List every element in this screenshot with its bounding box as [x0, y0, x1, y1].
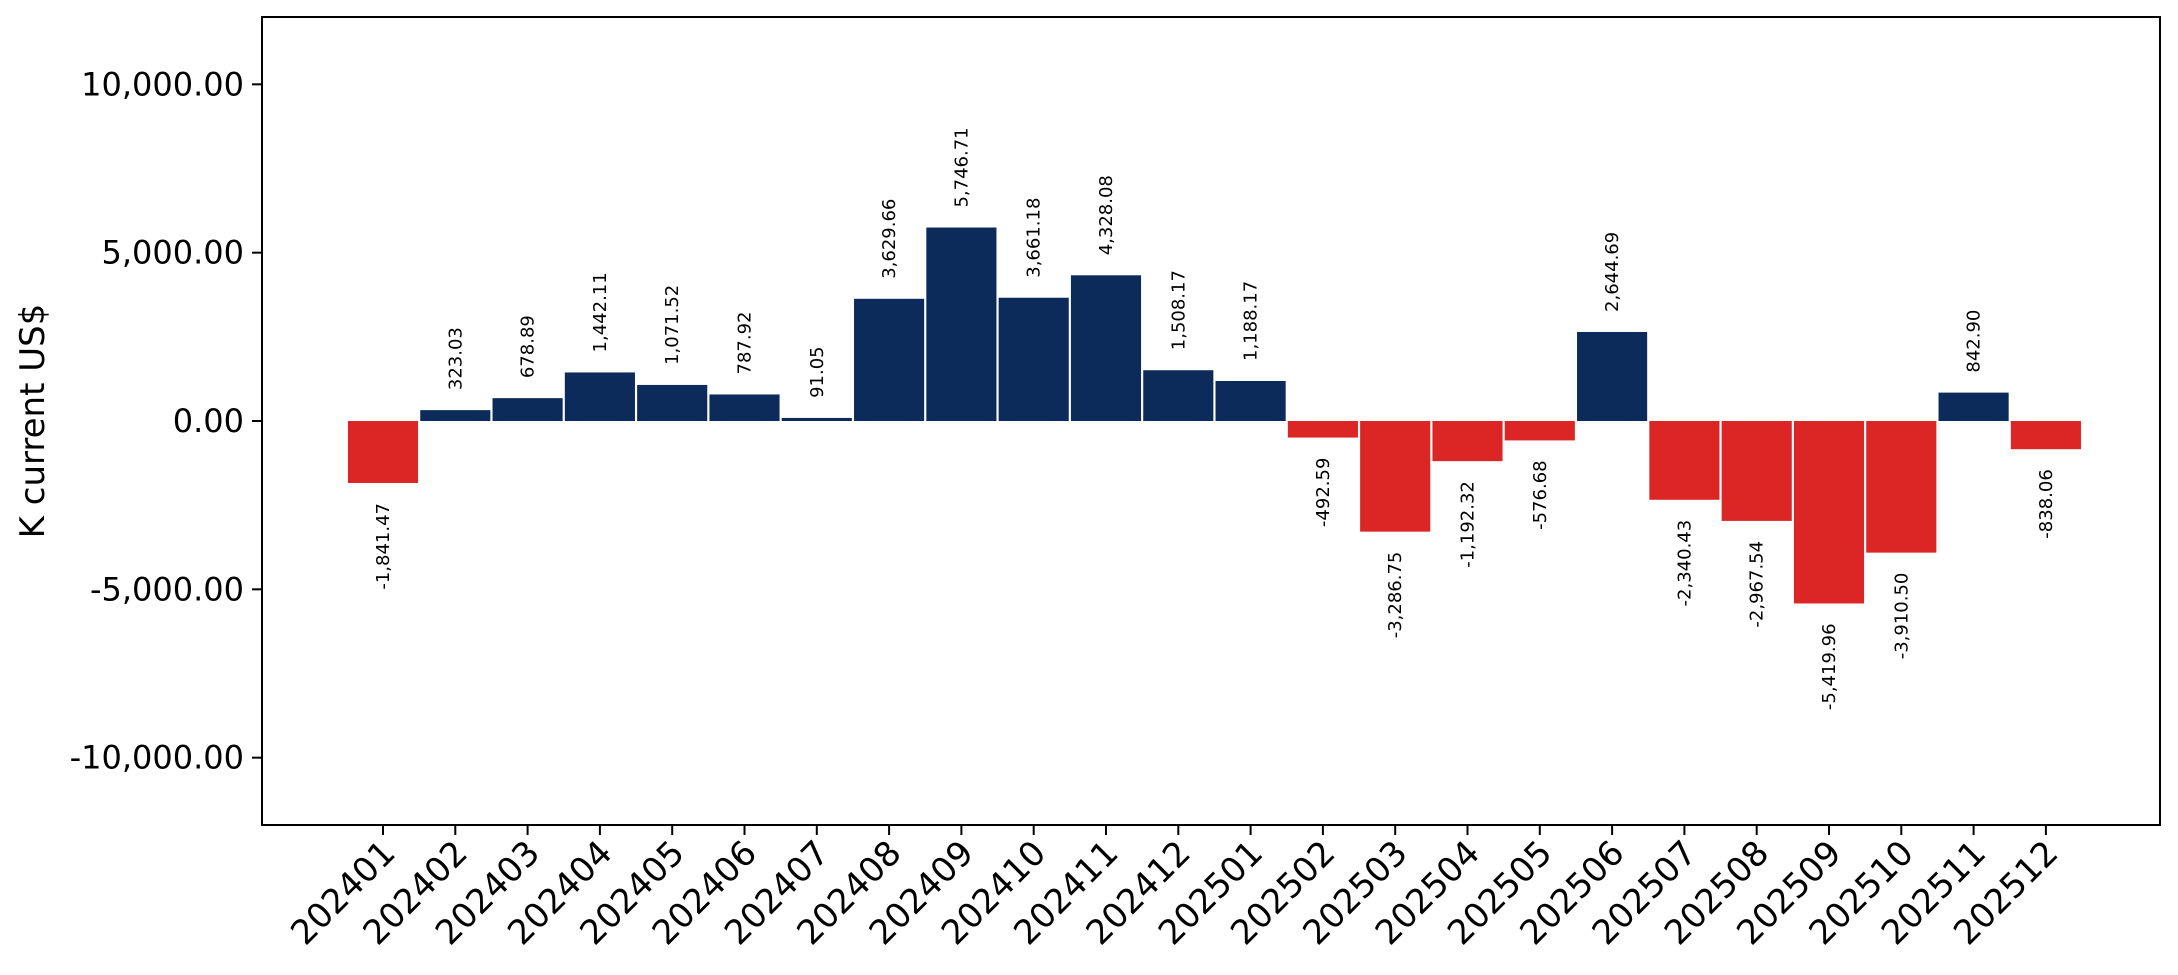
data-label-202511: 842.90 [1964, 310, 1985, 373]
bar-202412 [1143, 370, 1214, 421]
data-label-202411: 4,328.08 [1096, 175, 1117, 255]
data-label-202404: 1,442.11 [590, 272, 611, 352]
x-axis: 2024012024022024032024042024052024062024… [283, 825, 2066, 953]
bar-202407 [781, 417, 852, 421]
y-tick-label-5000: 5,000.00 [102, 234, 245, 272]
data-label-202508: -2,967.54 [1747, 541, 1768, 628]
data-label-202503: -3,286.75 [1385, 552, 1406, 639]
data-label-202405: 1,071.52 [662, 285, 683, 365]
bar-202501 [1215, 381, 1286, 421]
y-tick-label--5000: -5,000.00 [90, 570, 244, 608]
y-axis-label: K current US$ [13, 304, 53, 539]
data-label-202512: -838.06 [2036, 469, 2057, 538]
bar-202503 [1360, 421, 1431, 532]
y-axis: -10,000.00 -5,000.00 0.00 5,000.00 10,000.00 [70, 65, 262, 777]
y-tick-label--10000: -10,000.00 [70, 739, 244, 777]
bar-202403 [492, 398, 563, 421]
data-label-202510: -3,910.50 [1891, 573, 1912, 660]
bar-202406 [709, 394, 780, 421]
bar-202512 [2010, 421, 2081, 450]
data-label-202406: 787.92 [735, 311, 756, 374]
data-label-202507: -2,340.43 [1674, 520, 1695, 607]
bar-202510 [1866, 421, 1937, 553]
bar-202402 [420, 410, 491, 421]
bar-202507 [1649, 421, 1720, 500]
data-label-202504: -1,192.32 [1458, 481, 1479, 568]
bar-202409 [926, 227, 997, 421]
bar-202404 [564, 372, 635, 421]
bar-202511 [1938, 392, 2009, 421]
data-label-202506: 2,644.69 [1602, 232, 1623, 312]
bar-202509 [1793, 421, 1865, 604]
bar-202405 [637, 384, 708, 421]
data-label-202402: 323.03 [445, 327, 466, 390]
bars-group [347, 227, 2081, 604]
data-label-202501: 1,188.17 [1241, 281, 1262, 361]
data-label-202408: 3,629.66 [879, 199, 900, 279]
data-label-202502: -492.59 [1313, 458, 1334, 527]
data-label-202409: 5,746.71 [951, 127, 972, 207]
bar-202506 [1577, 331, 1648, 421]
bar-202411 [1070, 275, 1142, 421]
bar-202401 [347, 421, 419, 483]
data-label-202403: 678.89 [518, 315, 539, 378]
bar-202502 [1287, 421, 1358, 438]
data-label-202401: -1,841.47 [373, 503, 394, 590]
bar-202408 [854, 298, 925, 421]
bar-202504 [1432, 421, 1503, 462]
data-label-202505: -576.68 [1530, 460, 1551, 529]
data-label-202509: -5,419.96 [1819, 623, 1840, 710]
bar-202508 [1721, 421, 1792, 521]
bar-202410 [998, 297, 1069, 421]
y-tick-label-0: 0.00 [173, 402, 244, 440]
data-labels-group: -1,841.47 323.03 678.89 1,442.11 1,071.52 787… [373, 127, 2057, 710]
bar-202505 [1504, 421, 1575, 441]
data-label-202410: 3,661.18 [1024, 198, 1045, 278]
y-tick-label-10000: 10,000.00 [81, 65, 244, 103]
data-label-202412: 1,508.17 [1168, 270, 1189, 350]
data-label-202407: 91.05 [807, 346, 828, 398]
